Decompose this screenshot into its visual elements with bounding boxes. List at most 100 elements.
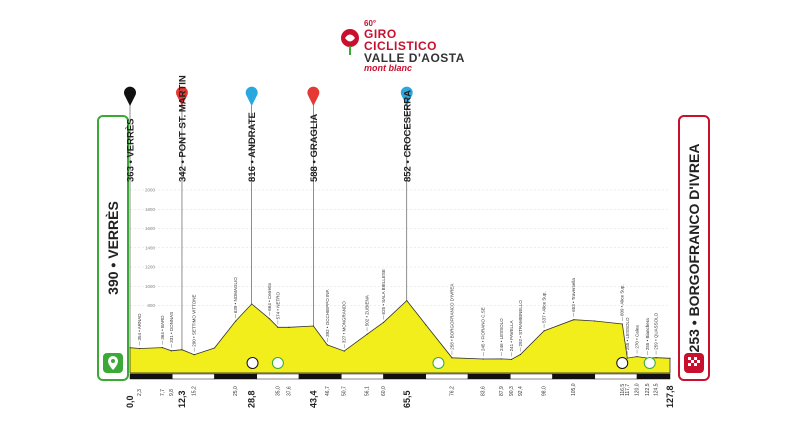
elevation-point	[382, 321, 385, 324]
km-major-label: 0,0	[125, 395, 135, 408]
km-major-label: 12,3	[177, 390, 187, 408]
km-tick-label: 35,0	[275, 386, 281, 396]
km-axis-segment	[425, 373, 469, 380]
place-label: 246 • LESSOLO	[499, 318, 504, 351]
recycle-zone-icon	[271, 357, 284, 369]
waypoint-label: 852 • CROCESERRA	[402, 90, 413, 182]
km-axis-segment	[552, 373, 596, 380]
finish-box: 253 • BORGOFRANCO D'IVREA	[678, 115, 710, 381]
km-tick-label: 90,3	[509, 386, 515, 396]
km-tick-label: 92,4	[518, 386, 524, 396]
altitude-tick-label: 2000	[145, 188, 156, 193]
place-label: 241 • PAVELLA	[509, 320, 514, 351]
waypoint-label: 588 • GRAGLIA	[309, 114, 320, 182]
km-axis-segment	[636, 373, 671, 380]
place-label: 574 • NETRO	[275, 292, 280, 320]
km-tick-label: 87,9	[499, 386, 505, 396]
elevation-point	[451, 357, 453, 359]
place-label: 259 • QUASSOLO	[654, 312, 659, 349]
bike-icon	[616, 357, 629, 369]
km-tick-label: 105,0	[571, 383, 577, 396]
km-major-label: 43,4	[308, 390, 318, 408]
place-label: 625 • SALA BIELLESE	[381, 269, 386, 314]
place-label: 258 • BORGOFRANCO D'IVREA	[449, 284, 454, 350]
elevation-point	[594, 320, 596, 322]
km-major-label: 28,8	[247, 390, 257, 408]
place-label: 502 • ZUBIENA	[365, 295, 370, 326]
elevation-point	[500, 358, 503, 360]
altitude-tick-label: 800	[147, 303, 155, 308]
km-major-label: 127,8	[665, 385, 675, 408]
km-tick-label: 116,5	[620, 384, 626, 396]
race-logo: 60° GIRO CICLISTICO VALLE D'AOSTA mont b…	[338, 20, 468, 73]
logo-edition: 60°	[364, 19, 377, 28]
elevation-point	[510, 358, 513, 361]
km-tick-label: 2,3	[137, 389, 143, 396]
rose-icon	[341, 29, 359, 55]
sprint-marker-icon	[175, 86, 188, 106]
km-tick-label: 25,0	[233, 386, 239, 396]
logo-line3: mont blanc	[364, 63, 413, 73]
place-label: 364 • BARD	[160, 315, 165, 340]
km-tick-label: 46,7	[325, 386, 331, 396]
finish-flag-icon	[684, 353, 704, 373]
climb-marker-icon	[400, 86, 413, 106]
km-axis-segment	[594, 373, 638, 380]
km-tick-label: 15,2	[192, 386, 198, 396]
waypoint-label: 342 • PONT ST. MARTIN	[177, 75, 188, 182]
km-tick-label: 9,8	[169, 389, 175, 396]
km-major-label: 65,5	[402, 390, 412, 408]
elevation-point	[573, 319, 575, 321]
km-tick-label: 37,6	[286, 386, 292, 396]
km-tick-label: 122,5	[645, 383, 651, 396]
km-axis-segment	[129, 373, 173, 380]
map-pin-icon	[103, 353, 123, 373]
km-axis-segment	[383, 373, 427, 380]
place-label: 609 • Alice Sup.	[620, 284, 625, 316]
elevation-point	[669, 357, 671, 359]
place-label: 354 • ARNAD	[137, 313, 142, 341]
climb-marker-icon	[245, 86, 258, 106]
place-label: 245 • FIORANO C.SE	[481, 307, 486, 351]
km-axis-segment	[214, 373, 258, 380]
place-label: 290 • SETTIMO VITTONE	[192, 294, 197, 346]
elevation-area	[129, 300, 671, 374]
elevation-point	[626, 357, 628, 359]
place-label: 331 • DONNAS	[169, 312, 174, 343]
elevation-point	[621, 323, 623, 325]
elevation-point	[425, 324, 427, 326]
km-tick-label: 56,1	[365, 386, 371, 396]
elevation-point	[161, 346, 164, 349]
elevation-point	[277, 326, 279, 328]
elevation-point	[235, 320, 237, 322]
elevation-point	[193, 354, 195, 356]
elevation-point	[139, 347, 141, 350]
elevation-point	[170, 350, 173, 352]
altitude-tick-label: 1200	[145, 265, 156, 270]
km-tick-label: 120,0	[635, 383, 641, 396]
waypoint-label: 363 • VERRÈS	[126, 118, 137, 182]
km-axis-segment	[467, 373, 511, 380]
elevation-point	[519, 353, 522, 356]
place-label: 327 • MONGRANDO	[342, 301, 347, 343]
km-axis-segment	[172, 373, 215, 380]
km-tick-label: 50,7	[342, 386, 348, 396]
elevation-point	[543, 330, 545, 332]
sprint-marker-icon	[307, 86, 320, 106]
recycle-zone-icon	[643, 357, 656, 369]
altitude-tick-label: 1000	[145, 284, 156, 289]
elevation-point	[343, 350, 345, 352]
logo-line2: VALLE D'AOSTA	[364, 51, 465, 65]
km-axis-segment	[341, 373, 384, 380]
place-label: 255 • LESSOLO	[625, 317, 630, 350]
elevation-point	[655, 357, 657, 359]
elevation-point	[288, 326, 290, 328]
km-tick-label: 7,7	[160, 389, 166, 396]
feed-zone-icon	[246, 357, 259, 369]
recycle-zone-icon	[432, 357, 445, 369]
altitude-tick-label: 1800	[145, 207, 156, 212]
logo-text: 60° GIRO CICLISTICO VALLE D'AOSTA mont b…	[364, 20, 468, 73]
start-marker-icon	[124, 86, 136, 106]
km-axis-segment	[298, 373, 342, 380]
